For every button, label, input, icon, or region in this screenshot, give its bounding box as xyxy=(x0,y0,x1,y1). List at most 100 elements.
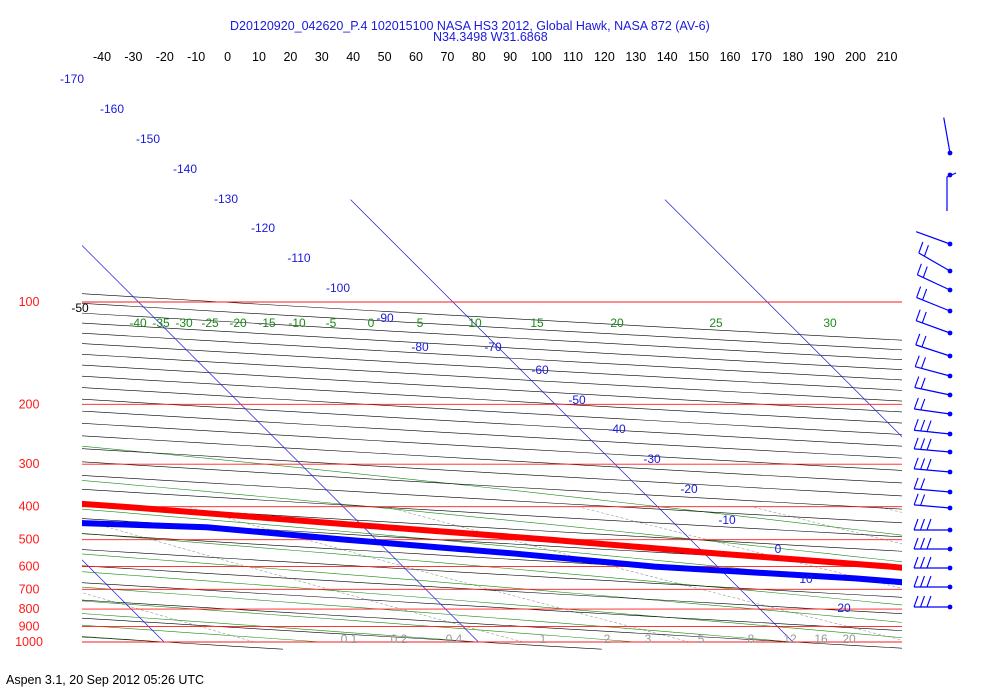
wind-barb-feather xyxy=(913,537,919,550)
moist-adiabat-line xyxy=(82,613,479,643)
wind-barb xyxy=(915,309,953,336)
wind-barb-feather xyxy=(913,595,919,608)
isotherm-label: -100 xyxy=(326,281,350,295)
top-axis-tick-label: 0 xyxy=(224,50,231,64)
top-axis-tick-label: 20 xyxy=(283,50,297,64)
isotherm-label: 20 xyxy=(837,601,851,615)
pressure-label: 800 xyxy=(19,602,40,616)
wind-barb-feather xyxy=(920,494,926,506)
wind-barb-feather xyxy=(921,311,927,324)
moist-adiabat-line xyxy=(82,533,902,606)
wind-barb xyxy=(913,397,953,417)
wind-barb xyxy=(913,419,953,437)
moist-adiabat-line xyxy=(0,483,7,642)
top-axis-tick-label: 50 xyxy=(378,50,392,64)
wind-barb-feather xyxy=(922,266,928,278)
mixing-ratio-label: 0.2 xyxy=(391,632,408,646)
mixing-ratio-label: 12 xyxy=(783,632,797,646)
moist-adiabat-line xyxy=(82,553,902,623)
wind-barb-shaft xyxy=(917,274,951,291)
moist-adiabat-label: 30 xyxy=(823,316,837,330)
dry-adiabat-line xyxy=(82,599,902,649)
moist-adiabat-label: 5 xyxy=(417,316,424,330)
moist-adiabat-label: -25 xyxy=(201,316,219,330)
moist-adiabat-label: -10 xyxy=(288,316,306,330)
wind-barb-feather xyxy=(913,397,919,410)
moist-adiabat-label: -20 xyxy=(229,316,247,330)
isotherm-label: -50 xyxy=(568,393,586,407)
wind-barb-shaft xyxy=(914,468,951,473)
wind-barb-feather xyxy=(914,355,920,367)
dry-adiabat-line xyxy=(82,636,284,650)
dry-adiabat-line xyxy=(82,398,902,447)
wind-barb-shaft xyxy=(915,366,951,377)
wind-barb xyxy=(913,457,953,475)
mixing-ratio-label: 16 xyxy=(814,632,828,646)
moist-adiabat-label: 20 xyxy=(610,316,624,330)
moist-adiabat-label: 10 xyxy=(468,316,482,330)
wind-barb xyxy=(913,595,953,610)
wind-barb xyxy=(943,117,953,156)
pressure-label: 1000 xyxy=(15,635,43,649)
wind-barb-feather xyxy=(913,437,919,450)
mixing-ratio-label: 1 xyxy=(540,632,547,646)
isotherm-line xyxy=(350,199,794,643)
moist-adiabat-label: 0 xyxy=(368,316,375,330)
top-axis-tick-label: -40 xyxy=(93,50,111,64)
wind-barb-feather xyxy=(916,286,922,298)
dry-adiabat-label: -50 xyxy=(71,301,89,315)
wind-barb xyxy=(914,376,953,398)
top-axis-tick-label: 190 xyxy=(814,50,835,64)
moist-adiabat-line xyxy=(82,508,902,586)
moist-adiabat-line xyxy=(82,586,793,643)
wind-barb-feather xyxy=(919,595,925,608)
wind-barb xyxy=(915,231,953,247)
top-axis-tick-label: 110 xyxy=(563,50,583,64)
top-axis-tick-label: 120 xyxy=(594,50,615,64)
chart-subtitle-location: N34.3498 W31.6868 xyxy=(433,30,548,44)
moist-adiabat-label: 25 xyxy=(709,316,723,330)
top-axis-tick-label: 70 xyxy=(440,50,454,64)
top-axis-tick-label: 60 xyxy=(409,50,423,64)
wind-barb-feather xyxy=(913,556,919,569)
top-axis-tick-label: 100 xyxy=(531,50,552,64)
wind-barb-feather xyxy=(914,376,920,388)
wind-barb-shaft xyxy=(943,117,951,154)
wind-barb-feather xyxy=(915,333,921,346)
wind-barb xyxy=(913,575,953,590)
dewpoint-profile-line xyxy=(82,520,902,586)
wind-barb-feather xyxy=(915,309,921,321)
footer-software-timestamp: Aspen 3.1, 20 Sep 2012 05:26 UTC xyxy=(6,673,205,687)
top-axis-tick-label: 40 xyxy=(346,50,360,64)
wind-barb-feather xyxy=(926,575,932,588)
chart-title: D20120920_042620_P.4 102015100 NASA HS3 … xyxy=(230,19,710,33)
wind-barb-feather xyxy=(920,458,926,470)
top-axis-tick-label: 140 xyxy=(657,50,678,64)
isotherm-label: -160 xyxy=(100,102,124,116)
top-axis-tick-label: -30 xyxy=(124,50,142,64)
pressure-label: 300 xyxy=(19,457,40,471)
pressure-label: 100 xyxy=(19,295,40,309)
isotherm-label: -110 xyxy=(287,251,310,265)
wind-barb-feather xyxy=(921,335,927,348)
mixing-ratio-label: 2 xyxy=(604,632,611,646)
pressure-label: 900 xyxy=(19,619,40,633)
wind-barb-feather xyxy=(918,241,924,254)
wind-barb-feather xyxy=(920,438,926,450)
pressure-label: 700 xyxy=(19,582,40,596)
isotherm-label: -90 xyxy=(376,311,394,325)
wind-barb xyxy=(916,286,953,314)
pressure-label: 200 xyxy=(19,397,40,411)
isotherm-label: 10 xyxy=(799,572,813,586)
moist-adiabats xyxy=(0,445,902,643)
mixing-ratio-label: 5 xyxy=(698,632,705,646)
pressure-label: 600 xyxy=(19,560,40,574)
top-axis-tick-label: 10 xyxy=(252,50,266,64)
mixing-ratio-label: 8 xyxy=(748,632,755,646)
dry-adiabat-line xyxy=(82,387,902,435)
isotherm-line xyxy=(82,245,479,643)
isotherm-label: -60 xyxy=(531,363,549,377)
wind-barb-feather xyxy=(916,263,922,275)
isotherm-line xyxy=(979,200,1000,642)
